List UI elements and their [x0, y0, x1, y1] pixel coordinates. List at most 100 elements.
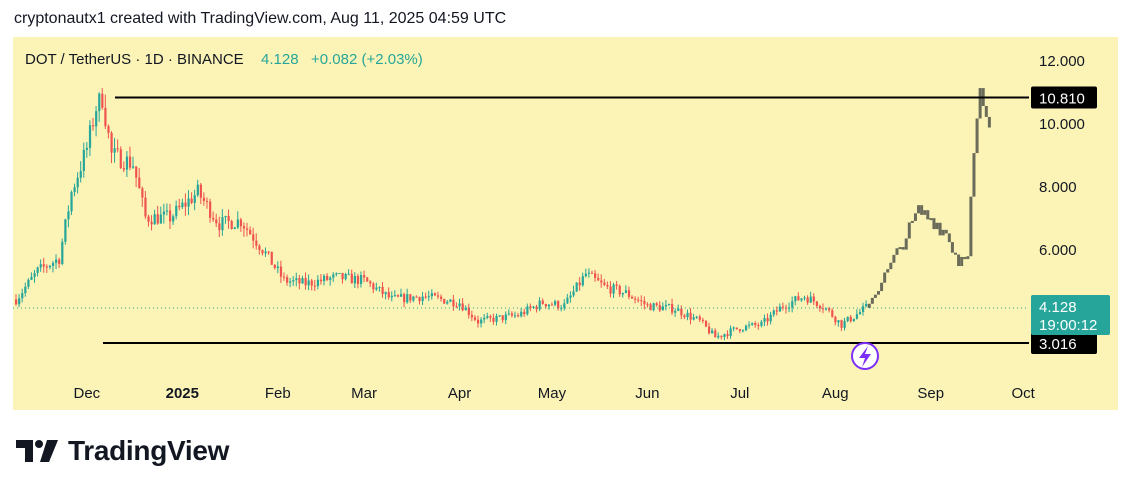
- candle-body: [621, 292, 624, 295]
- candle-body: [338, 272, 341, 274]
- candle-body: [606, 284, 609, 287]
- candle-body: [332, 274, 335, 278]
- candle-body: [852, 318, 855, 322]
- candle-body: [711, 330, 714, 334]
- candle-body: [301, 278, 304, 284]
- projection-bar: [870, 297, 874, 304]
- candle-body: [498, 315, 501, 317]
- candle-body: [295, 278, 298, 281]
- candle-body: [372, 283, 375, 290]
- candle-body: [751, 323, 754, 325]
- projection-bar: [960, 256, 964, 267]
- candle-body: [624, 290, 628, 293]
- candle-body: [501, 315, 504, 321]
- candle-body: [76, 177, 79, 188]
- candle-body: [470, 314, 474, 318]
- candle-body: [480, 319, 483, 324]
- projection-bar: [910, 220, 914, 223]
- candle-body: [316, 279, 320, 287]
- candle-body: [67, 211, 70, 220]
- candle-body: [671, 304, 674, 313]
- candle-body: [689, 312, 692, 320]
- candle-body: [467, 307, 470, 315]
- candle-body: [686, 312, 689, 318]
- candle-body: [172, 216, 175, 222]
- candle-body: [541, 300, 544, 304]
- projection-bar: [963, 256, 967, 260]
- candle-body: [369, 281, 372, 284]
- candle-body: [504, 314, 507, 321]
- candle-body: [578, 282, 581, 286]
- candle-body: [609, 286, 612, 294]
- candle-body: [646, 304, 649, 306]
- candle-body: [720, 335, 723, 337]
- brand-footer[interactable]: TradingView: [16, 435, 229, 467]
- candle-body: [800, 298, 803, 301]
- candle-body: [95, 111, 98, 127]
- candle-body: [569, 295, 572, 298]
- candle-body: [406, 294, 409, 303]
- candle-body: [390, 295, 393, 298]
- candle-body: [350, 273, 353, 284]
- candle-body: [209, 201, 212, 218]
- candle-body: [307, 280, 310, 286]
- x-tick-label: Oct: [1011, 385, 1035, 402]
- candle-body: [227, 215, 230, 221]
- projection-bar: [867, 303, 871, 308]
- candle-body: [61, 241, 64, 264]
- projection-bar: [923, 210, 927, 215]
- candle-body: [615, 284, 618, 286]
- candle-body: [252, 234, 255, 241]
- candle-body: [193, 195, 196, 203]
- candle-body: [122, 168, 125, 170]
- candle-body: [82, 149, 85, 171]
- candle-body: [655, 303, 658, 306]
- candle-body: [812, 296, 815, 302]
- candle-body: [597, 277, 600, 281]
- candle-body: [215, 219, 218, 224]
- candle-body: [427, 296, 430, 298]
- candle-body: [33, 273, 36, 277]
- candle-body: [258, 245, 261, 251]
- projection-bar: [950, 242, 954, 253]
- candle-body: [264, 251, 267, 254]
- candle-body: [550, 304, 554, 306]
- x-tick-label: 2025: [166, 385, 199, 402]
- projection-bar: [904, 238, 908, 250]
- projection-group: [867, 88, 991, 308]
- candle-body: [680, 308, 683, 316]
- candle-body: [446, 301, 449, 304]
- candle-body: [587, 272, 591, 274]
- candle-body: [165, 210, 169, 212]
- candle-body: [831, 310, 834, 317]
- candle-body: [344, 273, 347, 280]
- candle-body: [279, 266, 283, 277]
- candle-body: [178, 205, 181, 208]
- alert-marker[interactable]: [851, 342, 879, 370]
- candle-body: [79, 170, 82, 178]
- candle-body: [18, 298, 21, 305]
- level-badge: [1031, 86, 1097, 109]
- candle-body: [242, 226, 246, 229]
- candle-body: [791, 301, 794, 308]
- projection-bar: [938, 222, 942, 236]
- candle-body: [36, 267, 39, 274]
- candle-body: [846, 316, 849, 322]
- projection-bar: [926, 210, 930, 220]
- price-change-text: +0.082 (+2.03%): [311, 51, 423, 68]
- candlestick-chart[interactable]: DOT / TetherUS · 1D · BINANCE 4.128 +0.0…: [13, 37, 1118, 410]
- candle-body: [640, 300, 643, 302]
- candle-body: [138, 177, 141, 189]
- candle-body: [221, 217, 224, 231]
- candle-body: [239, 219, 243, 227]
- candle-body: [618, 285, 621, 295]
- candle-body: [24, 286, 27, 294]
- candle-body: [677, 308, 680, 311]
- x-tick-label: Sep: [917, 385, 944, 402]
- candle-body: [452, 299, 455, 307]
- candle-body: [443, 298, 446, 304]
- chart-area[interactable]: DOT / TetherUS · 1D · BINANCE 4.128 +0.0…: [13, 37, 1118, 410]
- projection-bar: [907, 222, 911, 239]
- candle-body: [535, 306, 538, 310]
- candle-body: [821, 308, 825, 310]
